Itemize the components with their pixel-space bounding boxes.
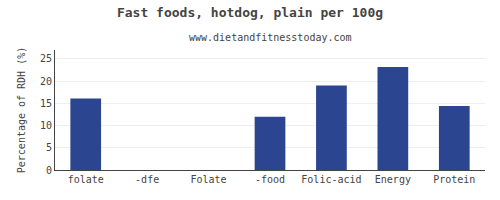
svg-text:10: 10: [40, 120, 52, 131]
svg-text:Energy: Energy: [375, 174, 411, 185]
svg-text:Fast foods, hotdog, plain per: Fast foods, hotdog, plain per 100g: [117, 5, 383, 20]
svg-text:20: 20: [40, 76, 52, 87]
svg-text:-dfe: -dfe: [135, 174, 159, 185]
svg-text:Folate: Folate: [191, 174, 227, 185]
svg-text:folate: folate: [68, 174, 104, 185]
svg-text:Protein: Protein: [433, 174, 475, 185]
svg-text:-food: -food: [255, 174, 285, 185]
svg-text:Percentage of RDH (%): Percentage of RDH (%): [16, 47, 27, 173]
svg-text:www.dietandfitnesstoday.com: www.dietandfitnesstoday.com: [189, 32, 352, 43]
svg-text:Folic-acid: Folic-acid: [301, 174, 361, 185]
svg-text:15: 15: [40, 98, 52, 109]
svg-text:5: 5: [46, 142, 52, 153]
svg-text:25: 25: [40, 53, 52, 64]
svg-text:0: 0: [46, 165, 52, 176]
